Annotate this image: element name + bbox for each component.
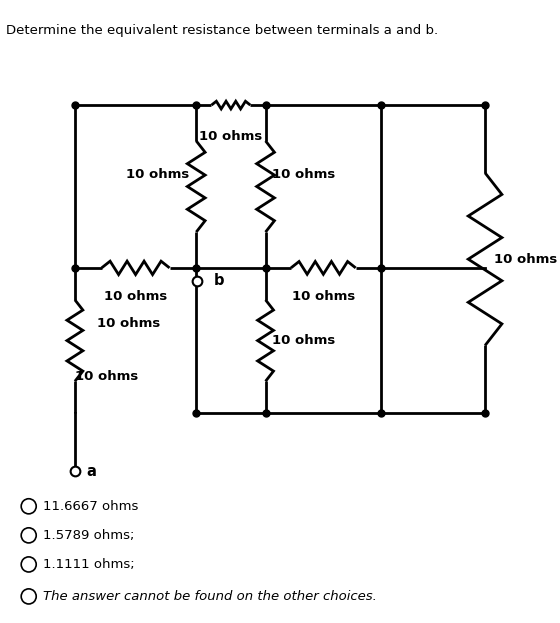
Text: 10 ohms: 10 ohms xyxy=(273,334,336,347)
Text: 1.5789 ohms;: 1.5789 ohms; xyxy=(43,529,134,542)
Text: 10 ohms: 10 ohms xyxy=(97,316,160,330)
Text: 10 ohms: 10 ohms xyxy=(494,253,557,265)
Text: a: a xyxy=(86,464,96,479)
Text: 10 ohms: 10 ohms xyxy=(292,290,355,303)
Text: 10 ohms: 10 ohms xyxy=(199,130,263,143)
Text: 1.1111 ohms;: 1.1111 ohms; xyxy=(43,558,135,571)
Text: Determine the equivalent resistance between terminals a and b.: Determine the equivalent resistance betw… xyxy=(6,24,438,37)
Text: 10 ohms: 10 ohms xyxy=(104,290,167,303)
Text: 10 ohms: 10 ohms xyxy=(126,168,189,181)
Text: 10 ohms: 10 ohms xyxy=(75,369,138,383)
Text: 11.6667 ohms: 11.6667 ohms xyxy=(43,500,138,513)
Text: b: b xyxy=(213,273,224,288)
Text: 10 ohms: 10 ohms xyxy=(273,168,336,181)
Text: The answer cannot be found on the other choices.: The answer cannot be found on the other … xyxy=(43,590,377,603)
